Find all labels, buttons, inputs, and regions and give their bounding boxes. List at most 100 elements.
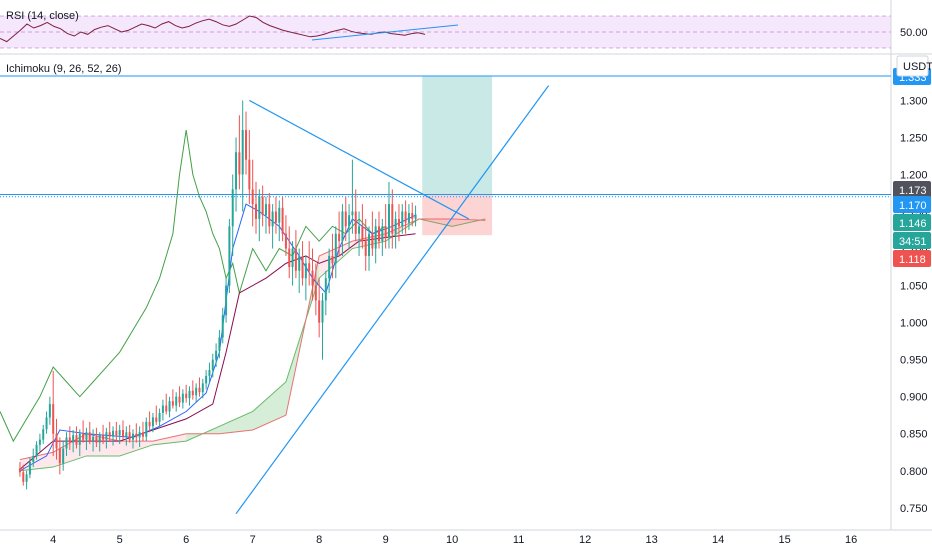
candle-body [65,437,68,449]
price-tick: 1.250 [900,132,928,144]
price-tick: 1.300 [900,95,928,107]
lagging-span [0,129,386,443]
candle-body [181,393,184,403]
candle-body [122,430,125,437]
candle-body [22,472,25,482]
price-label-bg [893,196,931,213]
cloud-segment [119,441,153,456]
candle-body [68,437,71,443]
candle-body [228,226,231,286]
candle-body [324,278,327,301]
candle-body [331,255,334,264]
price-label-bg [893,181,931,198]
time-axis[interactable]: 4 5 6 7 8 9 10 11 12 13 14 15 16 [50,534,857,546]
conversion-line [19,203,416,472]
time-tick: 5 [117,534,123,546]
candle-body [92,436,95,442]
candle-body [215,350,218,360]
candle-body [354,211,357,234]
candle-body [364,241,367,256]
target-zone [422,75,493,195]
candle-body [235,152,238,190]
candle-body [368,233,371,256]
candle-body [414,214,417,219]
price-tick: 0.750 [900,503,928,515]
price-tick: 0.800 [900,466,928,478]
candle-body [55,433,58,449]
candle-body [195,387,198,396]
candle-body [58,448,61,464]
candle-body [45,417,48,430]
candle-body [32,455,35,462]
price-label: 1.118 [899,254,926,266]
cloud-span-a [19,218,486,472]
candle-body [198,387,201,393]
candle-body [294,248,297,271]
candle-body [268,204,271,227]
candle-body [258,196,261,219]
rsi-panel: RSI (14, close) 50.00 [0,10,928,49]
indicator-title: Ichimoku (9, 26, 52, 26) [6,63,122,75]
candle-body [191,390,194,396]
candle-body [351,211,354,216]
candle-body [95,436,98,443]
candle-body [78,433,81,445]
candle-body [201,383,204,393]
candle-body [394,218,397,234]
candle-body [404,211,407,223]
candle-body [125,432,128,437]
candle-body [208,370,211,376]
candle-body [62,448,65,464]
candle-body [112,430,115,437]
candle-body [168,401,171,412]
candle-body [28,461,31,475]
stop-zone [422,194,493,236]
candle-body [118,430,121,436]
candle-body [288,248,291,268]
cloud-segment [252,381,286,431]
candle-body [348,215,351,227]
candle-body [188,390,191,399]
candle-body [155,417,158,422]
candle-body [387,204,390,238]
candle-body [384,226,387,238]
rsi-level-label: 50.00 [900,27,928,39]
candle-body [274,211,277,223]
cloud-span-b [19,218,486,461]
candle-body [401,211,404,227]
candle-body [131,433,134,440]
candle-body [374,226,377,249]
candle-body [128,432,131,440]
price-label: 1.146 [899,218,927,230]
time-tick: 13 [646,534,658,546]
currency-badge[interactable]: USDT [896,55,932,77]
price-tick: 1.200 [900,170,928,182]
price-tick: 0.950 [900,355,928,367]
price-axis[interactable]: 1.3001.2501.2001.1501.1001.0501.0000.950… [900,95,928,514]
time-tick: 8 [316,534,322,546]
candle-body [314,285,317,301]
price-label-bg [893,232,931,249]
time-tick: 10 [446,534,458,546]
price-label: 1.173 [899,185,927,197]
price-label: 34:51 [899,236,927,248]
time-tick: 4 [50,534,56,546]
candle-body [141,432,144,437]
price-label-bg [893,250,931,267]
candle-body [88,432,91,442]
candle-body [311,270,314,286]
candle-body [284,233,287,249]
candle-body [231,189,234,227]
rsi-trendline[interactable] [311,24,459,41]
candle-body [318,300,321,323]
candle-body [254,204,257,219]
candle-body [397,218,400,227]
candle-body [161,405,164,413]
candle-body [251,189,254,205]
candle-body [264,204,267,216]
candle-body [165,405,168,412]
candle-body [334,233,337,264]
candle-body [158,412,161,422]
candle-body [138,432,141,438]
